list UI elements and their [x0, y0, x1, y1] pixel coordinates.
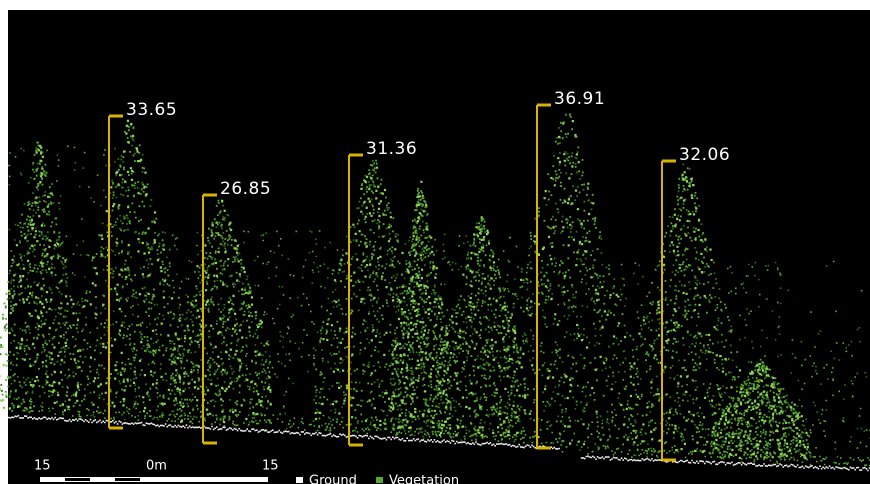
legend-swatch: [376, 477, 383, 483]
scale-label: 15: [262, 459, 279, 474]
scale-label: 0m: [146, 459, 167, 474]
height-label: 36.91: [554, 89, 605, 109]
height-label: 32.06: [679, 145, 730, 165]
legend-label: Ground: [309, 474, 357, 484]
height-label: 26.85: [220, 179, 271, 199]
scale-bar-segment: [65, 478, 90, 481]
scale-label: 15: [34, 459, 51, 474]
legend-label: Vegetation: [389, 474, 459, 484]
legend-swatch: [296, 477, 303, 483]
lidar-view: 33.65 26.85 31.36 36.91 32.06 15 0m 15 Groun…: [0, 0, 870, 484]
height-label: 33.65: [126, 100, 177, 120]
scale-bar-segment: [115, 478, 140, 481]
height-label: 31.36: [366, 139, 417, 159]
